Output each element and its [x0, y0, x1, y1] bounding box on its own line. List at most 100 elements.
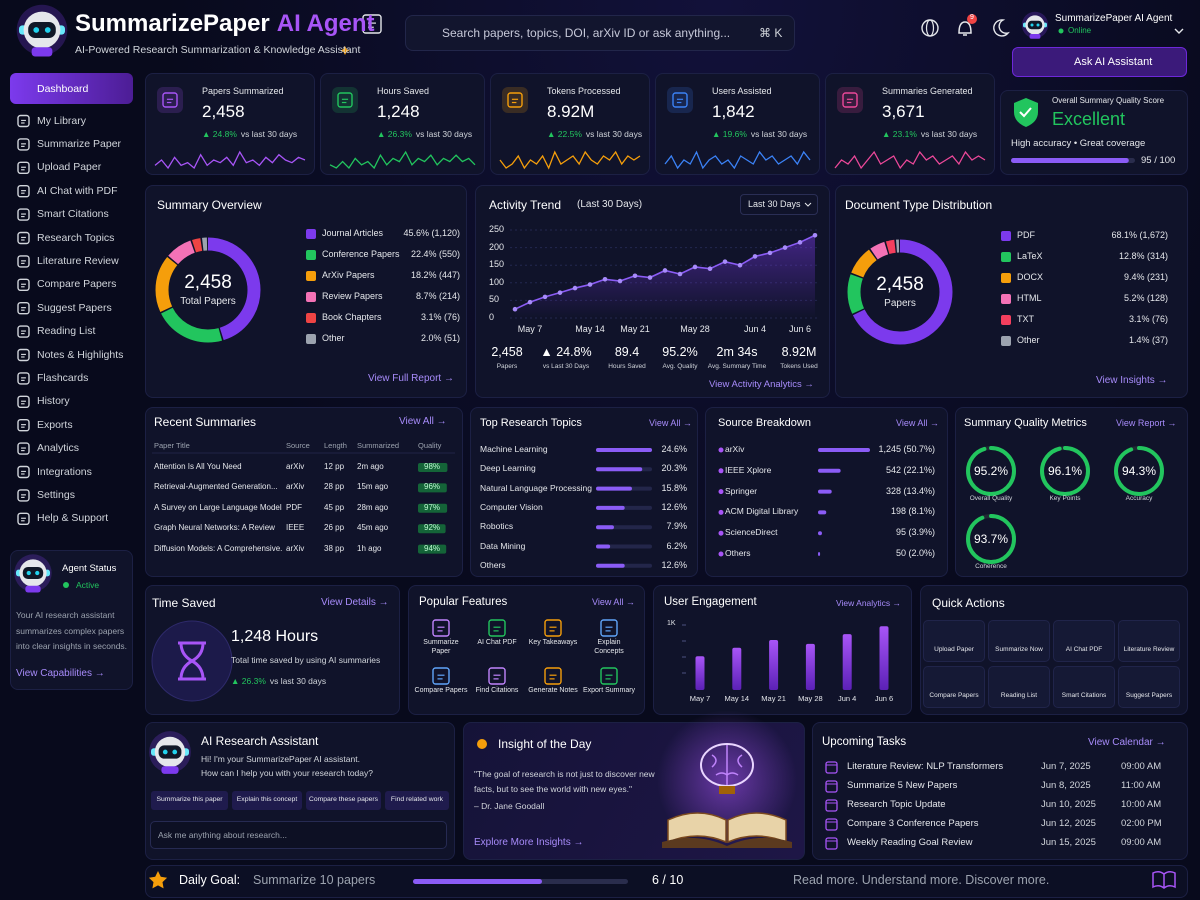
nav-item[interactable]: Summarize Paper: [37, 137, 122, 150]
link[interactable]: View Capabilities →: [16, 668, 105, 679]
quick-action[interactable]: [1053, 620, 1115, 662]
link[interactable]: View Full Report →: [368, 373, 454, 384]
assistant-greeting: How can I help you with your research to…: [201, 768, 373, 778]
panel: [812, 722, 1188, 860]
topic-name: Robotics: [480, 521, 514, 532]
nav-item[interactable]: Upload Paper: [37, 161, 102, 174]
topic-bar: [596, 563, 625, 568]
robot-body: [1029, 34, 1041, 39]
suggestion-chip[interactable]: [232, 791, 302, 810]
quick-action[interactable]: [1053, 666, 1115, 708]
icon: [432, 619, 450, 637]
nav-item[interactable]: History: [37, 395, 70, 408]
link[interactable]: View Analytics →: [836, 598, 902, 608]
link[interactable]: View Report →: [1116, 418, 1177, 428]
activity-stat-label: Avg. Quality: [662, 363, 698, 370]
link[interactable]: Explore More Insights →: [474, 837, 584, 848]
panel-title: AI Research Assistant: [201, 734, 319, 748]
trend-point: [707, 266, 713, 272]
chat-input[interactable]: [150, 821, 447, 849]
legend-value: 68.1% (1,672): [1111, 230, 1168, 240]
icon: [544, 667, 562, 685]
y-tick-label: 0: [489, 312, 495, 322]
search-box[interactable]: [405, 15, 795, 51]
nav-item[interactable]: AI Chat with PDF: [37, 184, 118, 197]
topic-bar: [596, 525, 614, 530]
stat-value: 1,248: [377, 102, 420, 121]
calendar-icon: [825, 799, 838, 812]
nav-item[interactable]: Smart Citations: [37, 208, 109, 221]
nav-item[interactable]: Notes & Highlights: [37, 348, 124, 361]
nav-item[interactable]: Literature Review: [37, 254, 119, 267]
link[interactable]: View Calendar →: [1088, 737, 1166, 748]
feature-label[interactable]: Compare Papers: [414, 687, 468, 694]
feature-label[interactable]: Summarize Paper: [423, 639, 459, 655]
nav-item[interactable]: Settings: [37, 488, 75, 501]
nav-active[interactable]: [10, 73, 133, 104]
nav-item[interactable]: My Library: [37, 114, 87, 127]
legend-label: Book Chapters: [322, 312, 382, 322]
legend-swatch: [1001, 273, 1011, 283]
link[interactable]: View Activity Analytics →: [709, 379, 814, 390]
nav-item[interactable]: Research Topics: [37, 231, 115, 244]
range-select[interactable]: [740, 194, 818, 215]
ring-label: Coherence: [975, 563, 1007, 570]
nav-item[interactable]: Compare Papers: [37, 278, 117, 291]
legend-value: 22.4% (550): [410, 249, 460, 259]
nav-item[interactable]: Flashcards: [37, 371, 89, 384]
link[interactable]: View All →: [896, 418, 939, 428]
range-select-label: Last 30 Days: [748, 199, 801, 209]
feature-label[interactable]: Key Takeaways: [528, 639, 578, 646]
nav-item[interactable]: Reading List: [37, 325, 96, 338]
panel-subtitle: (Last 30 Days): [577, 199, 643, 210]
nav-item[interactable]: Suggest Papers: [37, 301, 112, 314]
source-value: 50 (2.0%): [895, 548, 935, 558]
topic-name: Deep Learning: [480, 463, 536, 474]
feature-label[interactable]: AI Chat PDF: [477, 639, 517, 646]
link[interactable]: View All →: [399, 416, 447, 427]
quick-action[interactable]: [1118, 620, 1180, 662]
robot-eye: [162, 749, 168, 755]
x-tick-label: Jun 6: [788, 324, 812, 334]
feature-label[interactable]: Generate Notes: [528, 687, 578, 694]
suggestion-chip[interactable]: [151, 791, 228, 810]
link[interactable]: View All →: [649, 418, 692, 428]
nav-item[interactable]: Help & Support: [37, 512, 109, 525]
activity-stat-label: Avg. Summary Time: [707, 363, 767, 370]
trend-area: [515, 235, 815, 318]
quick-action[interactable]: [1118, 666, 1180, 708]
robot-eye: [26, 570, 31, 576]
quality-bar: [418, 544, 447, 554]
feature-label[interactable]: Explain Concepts: [594, 639, 624, 655]
trend-point: [572, 285, 578, 291]
source-name: ScienceDirect: [725, 527, 778, 538]
suggestion-chip[interactable]: [385, 791, 449, 810]
link[interactable]: View Details →: [321, 597, 389, 608]
legend-value: 5.2% (128): [1123, 293, 1168, 303]
stat-change-value: ▲ 26.3%: [377, 129, 412, 139]
panel: [835, 185, 1188, 398]
trend-point: [602, 276, 608, 282]
quick-action[interactable]: [988, 620, 1050, 662]
nav-item[interactable]: Exports: [37, 418, 73, 431]
quick-action[interactable]: [988, 666, 1050, 708]
ask-ai-button[interactable]: [1012, 47, 1187, 77]
link[interactable]: View Insights →: [1096, 375, 1168, 386]
goal-text: Summarize 10 papers: [253, 873, 376, 887]
trend-point: [812, 232, 818, 238]
robot-visor: [158, 745, 182, 759]
sparkline: [329, 150, 476, 170]
feature-label[interactable]: Find Citations: [475, 687, 519, 694]
nav-item[interactable]: Analytics: [37, 442, 80, 455]
ask-ai-label: Ask AI Assistant: [1074, 56, 1153, 68]
suggestion-chip[interactable]: [306, 791, 381, 810]
quick-action[interactable]: [923, 666, 985, 708]
nav-item[interactable]: Dashboard: [37, 82, 89, 95]
moon-icon: [993, 19, 1010, 37]
column-header: Quality: [418, 441, 442, 450]
nav-item[interactable]: Integrations: [37, 465, 92, 478]
quick-action[interactable]: [923, 620, 985, 662]
feature-label[interactable]: Export Summary: [582, 687, 636, 694]
link[interactable]: View All →: [592, 597, 635, 607]
